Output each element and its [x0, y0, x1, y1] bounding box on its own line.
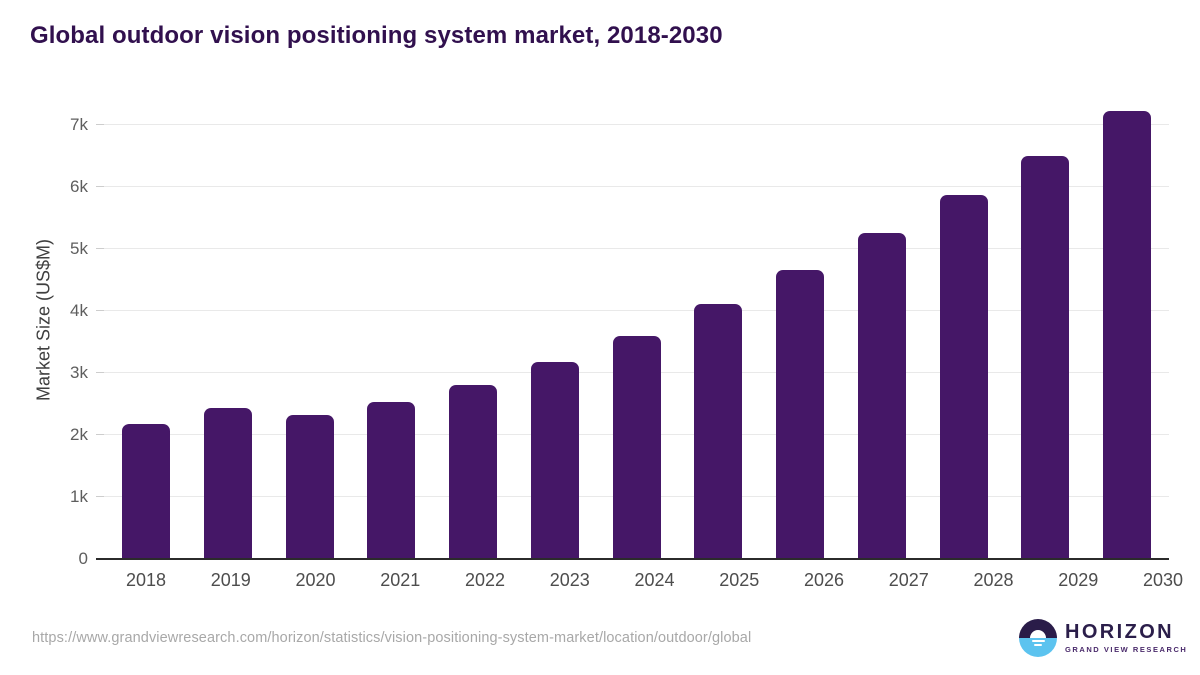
- y-axis-tick-mark: [96, 372, 104, 373]
- sun-glyph: [1030, 630, 1046, 638]
- x-tick-label-2026: 2026: [803, 570, 845, 590]
- bar-2019: [203, 408, 252, 559]
- bar-series: [104, 97, 1169, 559]
- bar-2028: [939, 195, 988, 559]
- y-axis-tick-mark: [96, 310, 104, 311]
- water-reflection-line: [1031, 640, 1045, 642]
- y-axis-tick-mark: [96, 124, 104, 125]
- x-tick-label-2020: 2020: [295, 570, 336, 590]
- source-url: https://www.grandviewresearch.com/horizo…: [32, 630, 752, 646]
- bar-2026: [776, 270, 824, 559]
- bar-2030: [1103, 111, 1151, 559]
- gridline-5k: [104, 248, 1169, 249]
- y-tick-label-6k: 6k: [70, 177, 88, 196]
- x-tick-label-2025: 2025: [719, 570, 760, 590]
- y-axis-tick-mark: [96, 496, 104, 497]
- logo-brand: HORIZON: [1065, 621, 1175, 643]
- x-tick-label-2018: 2018: [125, 570, 167, 590]
- bar-2025: [694, 304, 743, 559]
- gridline-7k: [104, 124, 1169, 125]
- x-tick-label-2022: 2022: [464, 570, 506, 590]
- x-axis-tick-labels: 2018 2019 2020 2021 2022 2023 2024 2025 2026 2027…: [104, 570, 1200, 591]
- x-tick-label-2019: 2019: [210, 570, 251, 590]
- x-axis-line: [96, 558, 1169, 560]
- x-tick-label-2027: 2027: [888, 570, 929, 590]
- y-tick-label-0: 0: [78, 549, 88, 568]
- bar-2023: [530, 362, 579, 559]
- y-tick-label-7k: 7k: [70, 115, 88, 134]
- x-tick-label-2021: 2021: [380, 570, 421, 590]
- water-reflection-line: [1034, 644, 1042, 646]
- x-tick-label-2023: 2023: [549, 570, 590, 590]
- y-axis-tick-mark: [96, 248, 104, 249]
- y-tick-label-1k: 1k: [70, 487, 88, 506]
- bar-2027: [857, 232, 906, 559]
- x-tick-label-2024: 2024: [634, 570, 675, 590]
- gridline-6k: [104, 186, 1169, 187]
- bar-2022: [449, 384, 497, 559]
- chart-title: Global outdoor vision positioning system…: [30, 22, 723, 49]
- gridline-4k: [104, 310, 1169, 311]
- plot-area: [96, 97, 1169, 560]
- horizon-logo: HORIZON GRAND VIEW RESEARCH: [1019, 619, 1187, 657]
- logo-subbrand: GRAND VIEW RESEARCH: [1065, 645, 1188, 654]
- x-tick-label-2029: 2029: [1058, 570, 1099, 590]
- y-axis-tick-labels: 0 1k 2k 3k 4k 5k 6k 7k: [0, 97, 88, 568]
- sun-over-water-icon: [1019, 619, 1057, 657]
- y-tick-label-2k: 2k: [70, 425, 88, 444]
- bar-2024: [612, 335, 661, 559]
- y-tick-label-5k: 5k: [70, 239, 88, 258]
- bar-2029: [1021, 156, 1070, 559]
- y-tick-label-4k: 4k: [70, 301, 88, 320]
- x-tick-label-2030: 2030: [1142, 570, 1184, 590]
- bar-2018: [122, 424, 170, 559]
- bar-2020: [285, 414, 334, 559]
- y-axis-tick-mark: [96, 186, 104, 187]
- y-tick-label-3k: 3k: [70, 363, 88, 382]
- y-axis-tick-mark: [96, 434, 104, 435]
- bar-2021: [367, 401, 416, 559]
- logo-text: HORIZON GRAND VIEW RESEARCH: [1065, 622, 1187, 654]
- x-tick-label-2028: 2028: [973, 570, 1014, 590]
